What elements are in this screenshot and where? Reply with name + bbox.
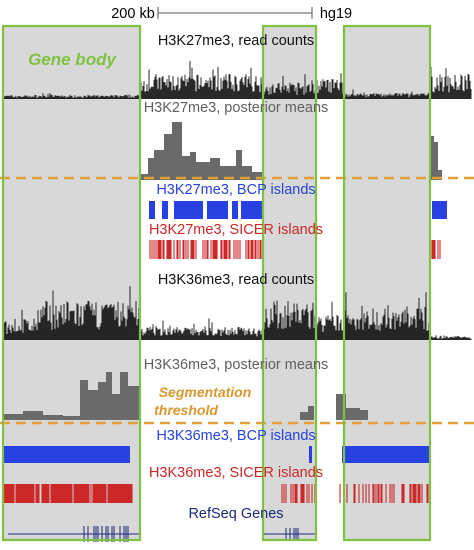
h3k27me3-posterior-means-track — [140, 122, 442, 180]
posterior-mean-bar — [23, 411, 43, 420]
posterior-mean-bar — [190, 152, 196, 180]
posterior-mean-bar — [360, 410, 368, 420]
track-label-refseq: RefSeq Genes — [188, 506, 284, 522]
island-block — [309, 446, 312, 463]
posterior-mean-bar — [112, 394, 120, 420]
island-block — [232, 201, 238, 219]
segmentation-label-line1: Segmentation — [158, 384, 252, 400]
island-block — [174, 201, 203, 219]
posterior-mean-bar — [242, 166, 252, 180]
track-label-k36-reads: H3K36me3, read counts — [157, 272, 315, 288]
posterior-mean-bar — [346, 408, 360, 420]
posterior-mean-bar — [128, 386, 140, 420]
scale-label: 200 kb — [111, 6, 155, 22]
island-block — [432, 201, 447, 219]
track-label-k36-posterior: H3K36me3, posterior means — [143, 357, 329, 373]
h3k36me3-bcp-islands-track — [3, 446, 430, 463]
posterior-mean-bar — [182, 156, 190, 180]
posterior-mean-bar — [434, 142, 438, 180]
posterior-mean-bar — [308, 406, 314, 420]
posterior-mean-bar — [210, 158, 220, 180]
island-block — [149, 201, 155, 219]
posterior-mean-bar — [80, 380, 88, 420]
sicer-island-bars — [2, 484, 133, 503]
posterior-mean-bar — [252, 172, 263, 180]
track-label-k27-sicer: H3K27me3, SICER islands — [148, 222, 324, 238]
gene-body-box-border — [1, 24, 142, 542]
posterior-mean-bar — [148, 158, 154, 180]
track-label-k27-bcp: H3K27me3, BCP islands — [156, 182, 316, 198]
gene-body-borders — [1, 24, 432, 542]
gene-body-box-border — [261, 24, 318, 542]
island-block — [241, 201, 263, 219]
h3k27me3-sicer-islands-track — [149, 240, 441, 259]
island-block — [342, 446, 430, 463]
track-label-k36-bcp: H3K36me3, BCP islands — [156, 428, 316, 444]
posterior-mean-bar — [120, 372, 128, 420]
track-label-k27-posterior: H3K27me3, posterior means — [143, 100, 329, 116]
posterior-mean-bar — [88, 390, 98, 420]
sicer-island-bars — [149, 240, 441, 259]
posterior-mean-bar — [3, 414, 23, 420]
posterior-mean-bar — [106, 372, 112, 420]
posterior-mean-bar — [438, 170, 442, 180]
scale-bar — [157, 7, 313, 19]
track-label-k36-sicer: H3K36me3, SICER islands — [148, 465, 324, 481]
gene-body-box — [263, 26, 316, 540]
segmentation-label-line2: threshold — [154, 402, 218, 418]
refseq-exons — [83, 526, 299, 542]
posterior-mean-bar — [63, 416, 80, 420]
refseq-genes-track — [8, 526, 316, 542]
posterior-mean-bar — [220, 166, 236, 180]
posterior-mean-bar — [336, 394, 346, 420]
posterior-mean-bar — [43, 415, 63, 420]
posterior-mean-bar — [172, 122, 182, 180]
island-block — [3, 446, 130, 463]
posterior-mean-bar — [154, 150, 164, 180]
h3k36me3-posterior-means-track — [3, 372, 368, 420]
posterior-mean-bar — [300, 412, 308, 420]
gene-body-box-border — [342, 24, 432, 542]
gene-body-label: Gene body — [28, 50, 116, 69]
posterior-mean-bar — [429, 136, 434, 180]
posterior-mean-bar — [164, 134, 172, 180]
h3k27me3-bcp-islands-track — [149, 201, 447, 219]
island-block — [162, 201, 168, 219]
posterior-mean-bar — [98, 382, 106, 420]
assembly-label: hg19 — [319, 6, 353, 22]
posterior-mean-bar — [236, 150, 242, 180]
posterior-mean-bar — [196, 162, 210, 180]
island-block — [207, 201, 228, 219]
track-label-k27-reads: H3K27me3, read counts — [157, 33, 315, 49]
